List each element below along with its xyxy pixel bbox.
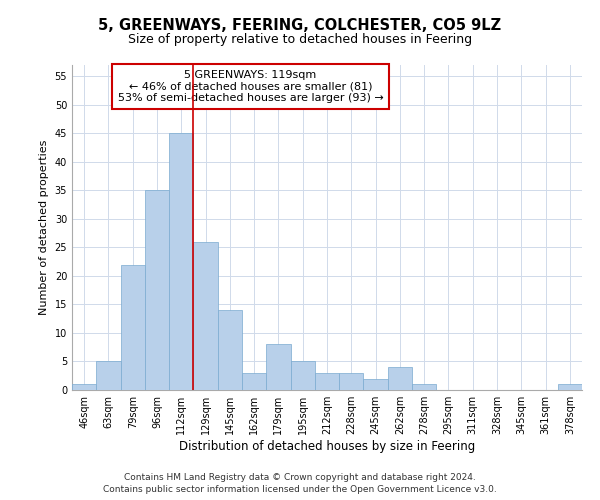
- Bar: [558, 384, 582, 390]
- Bar: [364, 378, 388, 390]
- Text: Contains HM Land Registry data © Crown copyright and database right 2024.
Contai: Contains HM Land Registry data © Crown c…: [103, 472, 497, 494]
- Bar: [266, 344, 290, 390]
- X-axis label: Distribution of detached houses by size in Feering: Distribution of detached houses by size …: [179, 440, 475, 453]
- Bar: [242, 373, 266, 390]
- Bar: [72, 384, 96, 390]
- Bar: [290, 362, 315, 390]
- Bar: [169, 134, 193, 390]
- Bar: [145, 190, 169, 390]
- Y-axis label: Number of detached properties: Number of detached properties: [39, 140, 49, 315]
- Bar: [121, 264, 145, 390]
- Bar: [339, 373, 364, 390]
- Bar: [193, 242, 218, 390]
- Text: Size of property relative to detached houses in Feering: Size of property relative to detached ho…: [128, 32, 472, 46]
- Text: 5 GREENWAYS: 119sqm
← 46% of detached houses are smaller (81)
53% of semi-detach: 5 GREENWAYS: 119sqm ← 46% of detached ho…: [118, 70, 383, 103]
- Bar: [218, 310, 242, 390]
- Bar: [96, 362, 121, 390]
- Bar: [412, 384, 436, 390]
- Bar: [315, 373, 339, 390]
- Text: 5, GREENWAYS, FEERING, COLCHESTER, CO5 9LZ: 5, GREENWAYS, FEERING, COLCHESTER, CO5 9…: [98, 18, 502, 32]
- Bar: [388, 367, 412, 390]
